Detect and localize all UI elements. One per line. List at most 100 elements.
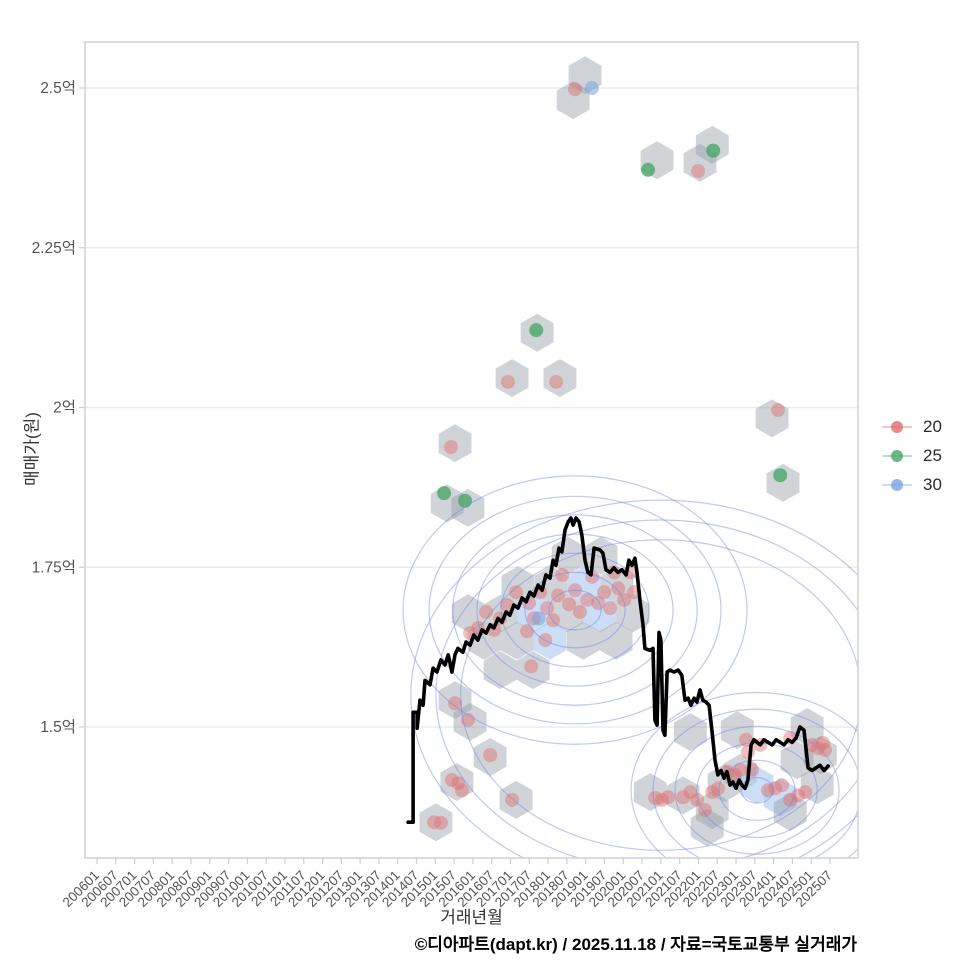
hexbin-cell bbox=[473, 738, 507, 777]
legend-item-20[interactable]: 20 bbox=[882, 417, 942, 436]
data-point bbox=[791, 788, 806, 803]
scatter-series-20 bbox=[427, 82, 832, 830]
data-point bbox=[448, 696, 463, 711]
contour-layer bbox=[402, 475, 858, 858]
hexbin-cell bbox=[550, 594, 584, 633]
credit-text: ©디아파트(dapt.kr) / 2025.11.18 / 자료=국토교통부 실… bbox=[414, 935, 857, 954]
data-point bbox=[740, 744, 755, 759]
data-point bbox=[691, 164, 706, 179]
data-point bbox=[775, 778, 790, 793]
hexbin-cell bbox=[755, 399, 789, 438]
data-point bbox=[568, 82, 583, 97]
data-point bbox=[771, 403, 786, 418]
data-point bbox=[655, 792, 670, 807]
data-point bbox=[739, 732, 754, 747]
hexbin-cell bbox=[440, 762, 474, 801]
hexbin-cell bbox=[773, 792, 807, 831]
data-point bbox=[549, 374, 564, 389]
data-point bbox=[676, 790, 691, 805]
data-point bbox=[444, 773, 459, 788]
data-point bbox=[690, 792, 705, 807]
legend-label-20: 20 bbox=[923, 416, 942, 436]
data-point bbox=[733, 762, 748, 777]
legend: 20 25 30 bbox=[882, 417, 942, 494]
data-point bbox=[817, 743, 832, 758]
density-contour bbox=[652, 708, 858, 858]
y-tick-label: 2억 bbox=[53, 399, 76, 417]
data-point bbox=[524, 659, 539, 674]
data-point bbox=[805, 737, 820, 752]
data-point bbox=[568, 583, 583, 598]
hexbin-cell bbox=[556, 81, 590, 120]
hexbin-cell bbox=[451, 594, 485, 633]
density-contour bbox=[410, 499, 858, 858]
hexbin-cell bbox=[599, 621, 633, 660]
hexbin-cell bbox=[484, 594, 518, 633]
density-contour bbox=[476, 533, 674, 687]
legend-item-25[interactable]: 25 bbox=[882, 446, 942, 465]
hexbin-cell bbox=[495, 359, 529, 398]
legend-item-30[interactable]: 30 bbox=[882, 475, 942, 494]
hexbin-cell bbox=[633, 773, 667, 812]
data-point bbox=[768, 781, 783, 796]
density-contour bbox=[500, 552, 650, 668]
data-point bbox=[505, 792, 520, 807]
data-point bbox=[531, 611, 546, 626]
data-point bbox=[705, 785, 720, 800]
hexbin-cell bbox=[534, 566, 568, 605]
scatter-layer bbox=[427, 81, 832, 830]
data-point bbox=[483, 748, 498, 763]
hexbin-cell bbox=[763, 778, 797, 817]
y-tick-label: 2.5억 bbox=[40, 79, 76, 97]
hexbin-cell bbox=[500, 621, 534, 660]
trend-line-layer bbox=[406, 516, 830, 824]
y-tick-label: 1.75억 bbox=[32, 558, 76, 576]
hexbin-cell bbox=[673, 713, 707, 752]
hexbin-cell bbox=[516, 651, 550, 690]
density-contour bbox=[460, 539, 858, 851]
legend-marker-25-icon bbox=[882, 449, 912, 463]
density-contour bbox=[740, 776, 774, 804]
data-point bbox=[540, 601, 555, 616]
data-point bbox=[711, 781, 726, 796]
data-point bbox=[783, 792, 798, 807]
y-tick-label: 2.25억 bbox=[32, 239, 76, 257]
density-contour bbox=[548, 589, 602, 631]
data-point bbox=[816, 735, 831, 750]
data-point bbox=[706, 143, 721, 158]
x-tick-labels: 2006012006072007012007072008012008072009… bbox=[60, 858, 835, 910]
hexbin-cell bbox=[666, 776, 700, 815]
hexbin-cell bbox=[533, 621, 567, 660]
hexbin-cell bbox=[438, 681, 472, 720]
hexbin-cell bbox=[419, 803, 453, 842]
hexbin-cell bbox=[790, 708, 824, 746]
hexbin-cell bbox=[720, 711, 754, 750]
density-contour bbox=[674, 725, 840, 855]
data-point bbox=[555, 567, 570, 582]
data-point bbox=[479, 604, 494, 619]
density-contour bbox=[428, 495, 722, 725]
data-point bbox=[546, 613, 561, 628]
hexbin-cell bbox=[467, 621, 501, 660]
density-contour bbox=[435, 519, 858, 858]
hexbin-cell bbox=[800, 766, 834, 805]
legend-marker-20-icon bbox=[882, 420, 912, 434]
scatter-series-30 bbox=[531, 81, 599, 626]
data-point bbox=[798, 785, 813, 800]
density-contour bbox=[524, 571, 626, 649]
data-point bbox=[641, 162, 656, 177]
data-point bbox=[811, 741, 826, 756]
data-point bbox=[500, 374, 515, 389]
legend-label-30: 30 bbox=[923, 474, 942, 494]
hexbin-cell bbox=[690, 808, 724, 847]
data-point bbox=[591, 596, 606, 611]
data-point bbox=[451, 776, 466, 791]
hexbin-cell bbox=[566, 621, 600, 660]
data-point bbox=[683, 785, 698, 800]
hexbin-cell bbox=[543, 359, 577, 398]
data-point bbox=[529, 323, 544, 338]
y-axis-title: 매매가(원) bbox=[22, 412, 42, 486]
legend-marker-30-icon bbox=[882, 478, 912, 492]
x-axis-title: 거래년월 bbox=[440, 908, 503, 927]
